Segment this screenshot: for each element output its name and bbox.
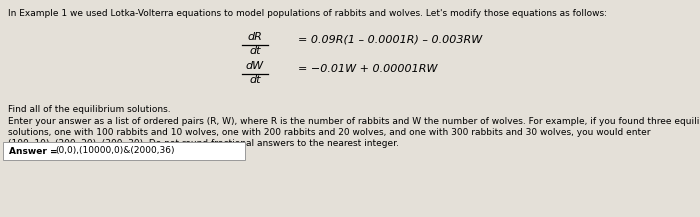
FancyBboxPatch shape xyxy=(3,142,245,160)
Text: dW: dW xyxy=(246,61,264,71)
Text: dt: dt xyxy=(249,46,260,56)
Text: = −0.01W + 0.00001RW: = −0.01W + 0.00001RW xyxy=(298,64,438,74)
Text: Enter your answer as a list of ordered pairs (R, W), where R is the number of ra: Enter your answer as a list of ordered p… xyxy=(8,117,700,126)
Text: In Example 1 we used Lotka-Volterra equations to model populations of rabbits an: In Example 1 we used Lotka-Volterra equa… xyxy=(8,9,607,18)
Text: dt: dt xyxy=(249,75,260,85)
Text: (0,0),(10000,0)&(2000,36): (0,0),(10000,0)&(2000,36) xyxy=(55,146,174,156)
Text: Find all of the equilibrium solutions.: Find all of the equilibrium solutions. xyxy=(8,105,171,114)
Text: Answer =: Answer = xyxy=(9,146,61,156)
Text: = 0.09R(1 – 0.0001R) – 0.003RW: = 0.09R(1 – 0.0001R) – 0.003RW xyxy=(298,35,482,45)
Text: dR: dR xyxy=(248,32,262,42)
Text: (100, 10), (200, 20), (300, 30). Do not round fractional answers to the nearest : (100, 10), (200, 20), (300, 30). Do not … xyxy=(8,139,399,148)
Text: solutions, one with 100 rabbits and 10 wolves, one with 200 rabbits and 20 wolve: solutions, one with 100 rabbits and 10 w… xyxy=(8,128,650,137)
